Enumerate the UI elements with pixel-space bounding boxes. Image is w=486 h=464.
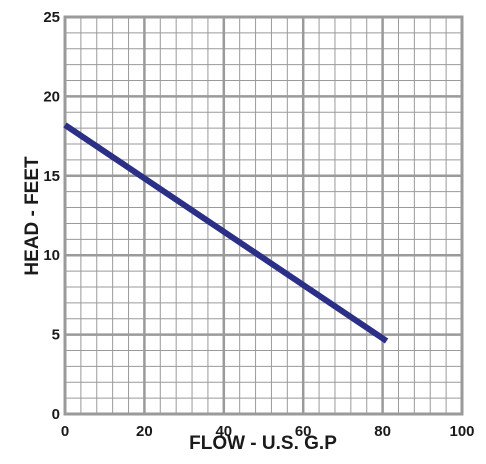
x-tick-label: 80 — [374, 423, 391, 440]
y-tick-label: 25 — [43, 9, 60, 26]
x-axis-title: FLOW - U.S. G.P — [189, 433, 337, 454]
y-tick-label: 5 — [52, 327, 60, 344]
y-axis-title: HEAD - FEET — [22, 156, 43, 276]
y-tick-label: 20 — [43, 88, 60, 105]
y-tick-label: 15 — [43, 168, 60, 185]
x-tick-label: 100 — [449, 423, 474, 440]
y-tick-label: 0 — [52, 406, 60, 423]
x-tick-label: 40 — [215, 423, 232, 440]
x-tick-label: 20 — [136, 423, 153, 440]
x-tick-label: 0 — [61, 423, 69, 440]
grid — [63, 15, 464, 416]
plot-frame — [63, 15, 464, 416]
x-tick-label: 60 — [295, 423, 312, 440]
tick-labels: 0 20 40 60 80 100 0 5 10 15 20 25 — [43, 9, 474, 440]
y-tick-label: 10 — [43, 247, 60, 264]
series-layer — [63, 122, 389, 344]
performance-curve — [63, 122, 389, 344]
